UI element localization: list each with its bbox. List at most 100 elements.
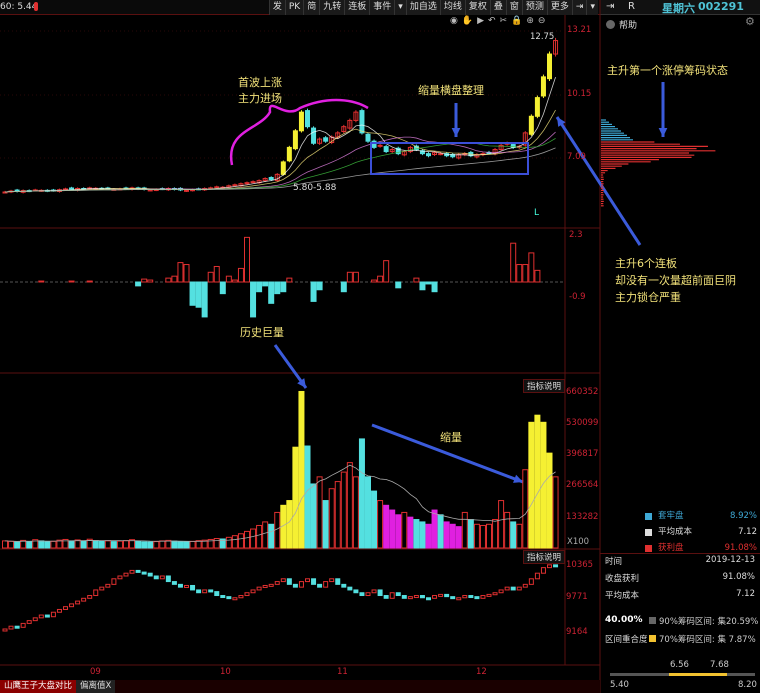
index-indicator-help-button[interactable]: 指标说明 [523, 550, 566, 564]
toolbar-button[interactable]: 叠 [489, 0, 506, 15]
eye-icon[interactable]: ◉ [450, 16, 458, 26]
toolbar-button[interactable]: 预测 [521, 0, 547, 15]
index-candle [365, 592, 371, 597]
hand-drawn-curve [229, 98, 369, 166]
stock-header: ⇥ R 星期六 002291 [600, 0, 760, 15]
index-candle [504, 586, 510, 591]
index-candle [159, 575, 165, 580]
macd-bar [268, 281, 275, 304]
legend-value: 8.92% [729, 511, 757, 521]
toolbar-button[interactable]: 简 [303, 0, 320, 15]
help-label: 帮助 [619, 21, 638, 31]
index-candle [147, 572, 153, 577]
volume-bar [479, 524, 486, 549]
candle [347, 119, 353, 129]
undo-icon[interactable]: ↶ [488, 16, 496, 26]
r-button[interactable]: R [628, 1, 635, 12]
toolbar-button[interactable]: 加自选 [405, 0, 440, 15]
arrow-limit-ups [555, 116, 642, 246]
play-icon[interactable]: ▶ [477, 16, 484, 26]
lock-icon[interactable]: 🔒 [511, 16, 523, 26]
row-label: 收盘获利 [605, 574, 640, 584]
macd-bar [256, 281, 263, 293]
candle [426, 153, 431, 157]
annotation-line: 主力进场 [238, 92, 282, 105]
toolbar-button[interactable]: 事件 [369, 0, 395, 15]
index-candle [347, 586, 353, 591]
volume-bar [352, 476, 359, 549]
macd-tick: -0.9 [569, 292, 586, 302]
zoom-in-icon[interactable]: ⊕ [526, 16, 534, 26]
ma-line-5 [4, 76, 556, 193]
index-candle [244, 592, 250, 597]
toolbar-button[interactable]: 复权 [464, 0, 490, 15]
index-candle [516, 586, 522, 591]
volume-bar [68, 540, 75, 549]
zoom-out-icon[interactable]: ⊖ [537, 16, 546, 26]
candle [214, 186, 220, 189]
help-button[interactable]: 帮助 [606, 18, 637, 31]
volume-bar [346, 462, 353, 549]
pin-button[interactable]: ⇥ [606, 1, 615, 12]
volume-bar [292, 446, 299, 549]
index-candle [432, 595, 438, 599]
toolbar-button[interactable]: ▾ [394, 0, 406, 15]
index-candle [14, 625, 20, 629]
annotation-consolidation: 缩量横盘整理 [418, 84, 484, 97]
candle [244, 182, 250, 185]
macd-bar [522, 264, 529, 283]
range70: 70%筹码区间: 集 7.87% [659, 635, 756, 645]
index-candle [129, 569, 135, 574]
toolbar-button[interactable]: 更多 [546, 0, 572, 15]
toolbar-button[interactable]: 九转 [319, 0, 345, 15]
macd-bar [528, 252, 535, 283]
index-candle [117, 575, 123, 580]
overlap-pct: 40.00% [605, 615, 643, 625]
macd-bar [68, 280, 75, 283]
macd-bar [340, 281, 347, 293]
volume-bar [395, 514, 402, 549]
range70-swatch [649, 635, 656, 642]
macd-tick: 2.3 [569, 230, 583, 240]
candle [69, 187, 75, 190]
volume-indicator-help-button[interactable]: 指标说明 [523, 379, 566, 393]
toolbar-button[interactable]: ▾ [586, 0, 598, 15]
price-tick: 7.09 [567, 152, 586, 162]
index-candle [44, 614, 50, 618]
toolbar-button[interactable]: 发 [268, 0, 285, 15]
index-tick: 9164 [566, 627, 588, 637]
volume-bar [92, 540, 99, 549]
tab-deviation[interactable]: 偏离值X [76, 680, 116, 693]
chart-tools: ◉ ✋ ▶ ↶ ✂ 🔒 ⊕ ⊖ [450, 16, 545, 26]
candle [292, 130, 298, 150]
consolidation-box [370, 142, 529, 175]
toolbar-button[interactable]: 均线 [439, 0, 465, 15]
toolbar-button[interactable]: 窗 [505, 0, 522, 15]
volume-bar [552, 476, 559, 549]
index-candle [141, 571, 147, 575]
toolbar-button[interactable]: 连板 [344, 0, 370, 15]
tab-market-compare[interactable]: 山鹰王子大盘对比 [0, 680, 77, 693]
macd-bar [274, 281, 281, 295]
macd-bar [534, 269, 541, 283]
gear-icon[interactable]: ⚙ [745, 15, 755, 28]
volume-bar [431, 509, 438, 549]
hand-icon[interactable]: ✋ [461, 16, 474, 26]
scissors-icon[interactable]: ✂ [499, 16, 508, 26]
volume-bar [286, 500, 293, 549]
volume-bar [32, 539, 39, 549]
index-candle [8, 625, 14, 630]
ma-line-10 [4, 109, 556, 193]
index-candle [214, 591, 220, 597]
volume-bar [407, 516, 414, 549]
candle [383, 146, 389, 153]
ma-line-20 [4, 131, 556, 193]
index-candle [81, 597, 87, 602]
toolbar-button[interactable]: PK [284, 0, 304, 15]
toolbar-button[interactable]: ⇥ [571, 0, 587, 15]
legend-value: 91.08% [724, 543, 757, 553]
date-tick: 10 [220, 667, 231, 677]
index-candle [450, 596, 456, 600]
volume-bar [516, 523, 523, 549]
